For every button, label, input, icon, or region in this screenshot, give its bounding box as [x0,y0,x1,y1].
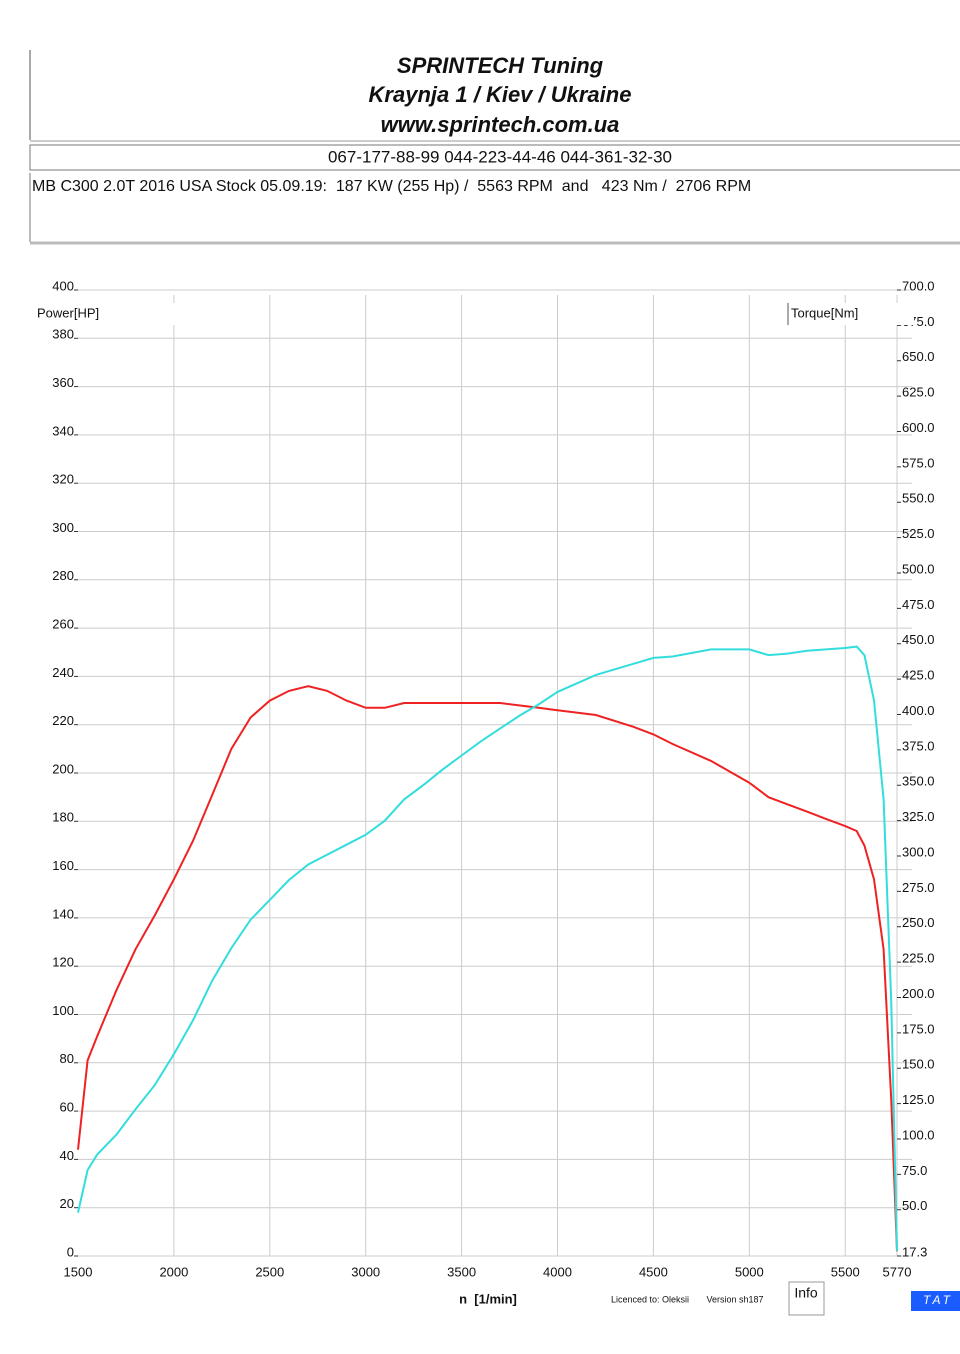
series-line [77,645,898,1251]
y2-tick-label: 350.0 [902,774,935,789]
y2-tick-label: 625.0 [902,385,935,400]
y-tick-label: 340 [52,423,74,438]
y-tick-label: 120 [52,955,74,970]
y2-tick-label: 400.0 [902,703,935,718]
y2-tick-label: 375.0 [902,738,935,753]
y-tick-label: 60 [60,1100,74,1115]
y2-tick-label: 17.3 [902,1244,927,1259]
y-label-box [34,303,264,325]
y-tick-label: 100 [52,1003,74,1018]
y-tick-label: 280 [52,568,74,583]
x-tick-label: 4500 [639,1264,668,1279]
y-tick-label: 80 [60,1051,74,1066]
info-button-label[interactable]: Info [794,1285,818,1301]
y2-tick-label: 250.0 [902,915,935,930]
x-tick-label: 4000 [543,1264,572,1279]
y2-axis-label: Torque[Nm] [791,305,858,320]
y2-tick-label: 550.0 [902,491,935,506]
y-tick-label: 220 [52,713,74,728]
y2-tick-label: 50.0 [902,1198,927,1213]
y2-tick-label: 150.0 [902,1057,935,1072]
y-tick-label: 40 [60,1148,74,1163]
x-tick-label: 5770 [883,1264,912,1279]
series-line [77,685,898,1252]
y2-tick-label: 650.0 [902,349,935,364]
y2-tick-label: 500.0 [902,561,935,576]
y2-tick-label: 275.0 [902,880,935,895]
y-tick-label: 20 [60,1196,74,1211]
y2-tick-label: 225.0 [902,951,935,966]
phone-box [29,144,960,171]
y2-label-box [788,303,914,325]
x-tick-label: 2000 [159,1264,188,1279]
y2-tick-label: 475.0 [902,597,935,612]
x-tick-label: 1500 [64,1264,93,1279]
x-tick-label: 5000 [735,1264,764,1279]
y-tick-label: 320 [52,472,74,487]
y2-tick-label: 575.0 [902,455,935,470]
address: Kraynja 1 / Kiev / Ukraine [369,82,632,107]
run-info: MB C300 2.0T 2016 USA Stock 05.09.19: 18… [32,178,751,195]
y2-tick-label: 125.0 [902,1092,935,1107]
y2-tick-label: 75.0 [902,1163,927,1178]
badge [911,1291,960,1311]
y2-tick-label: 525.0 [902,526,935,541]
phones: 067-177-88-99 044-223-44-46 044-361-32-3… [328,147,672,166]
y-tick-label: 380 [52,327,74,342]
y-tick-label: 300 [52,520,74,535]
license: Licenced to: Oleksii [611,1294,689,1304]
y2-tick-label: 175.0 [902,1021,935,1036]
y2-tick-label: 200.0 [902,986,935,1001]
y2-tick-label: 325.0 [902,809,935,824]
y-axis-label: Power[HP] [37,305,99,320]
y2-tick-label: 700.0 [902,278,935,293]
y2-tick-label: 450.0 [902,632,935,647]
y2-tick-label: 300.0 [902,844,935,859]
y2-tick-label: 425.0 [902,668,935,683]
y-tick-label: 200 [52,761,74,776]
x-tick-label: 5500 [831,1264,860,1279]
title: SPRINTECH Tuning [397,53,604,78]
plot: 0 20 40 60 80 100 120 140 160 180 200 220 240 260 280 3… [34,278,935,1279]
y-tick-label: 360 [52,375,74,390]
x-tick-label: 3000 [351,1264,380,1279]
info-button[interactable] [788,1281,825,1316]
x-tick-label: 3500 [447,1264,476,1279]
badge-label: TAT [923,1293,953,1307]
y2-tick-label: 100.0 [902,1127,935,1142]
website: www.sprintech.com.ua [381,112,620,137]
x-tick-label: 2500 [255,1264,284,1279]
y-tick-label: 140 [52,906,74,921]
y-tick-label: 160 [52,858,74,873]
version: Version sh187 [706,1294,763,1304]
y2-tick-label: 600.0 [902,420,935,435]
x-axis-label: n [1/min] [459,1291,517,1306]
y-tick-label: 180 [52,810,74,825]
y-tick-label: 260 [52,617,74,632]
y-tick-label: 0 [67,1244,74,1259]
y-tick-label: 400 [52,278,74,293]
y-tick-label: 240 [52,665,74,680]
